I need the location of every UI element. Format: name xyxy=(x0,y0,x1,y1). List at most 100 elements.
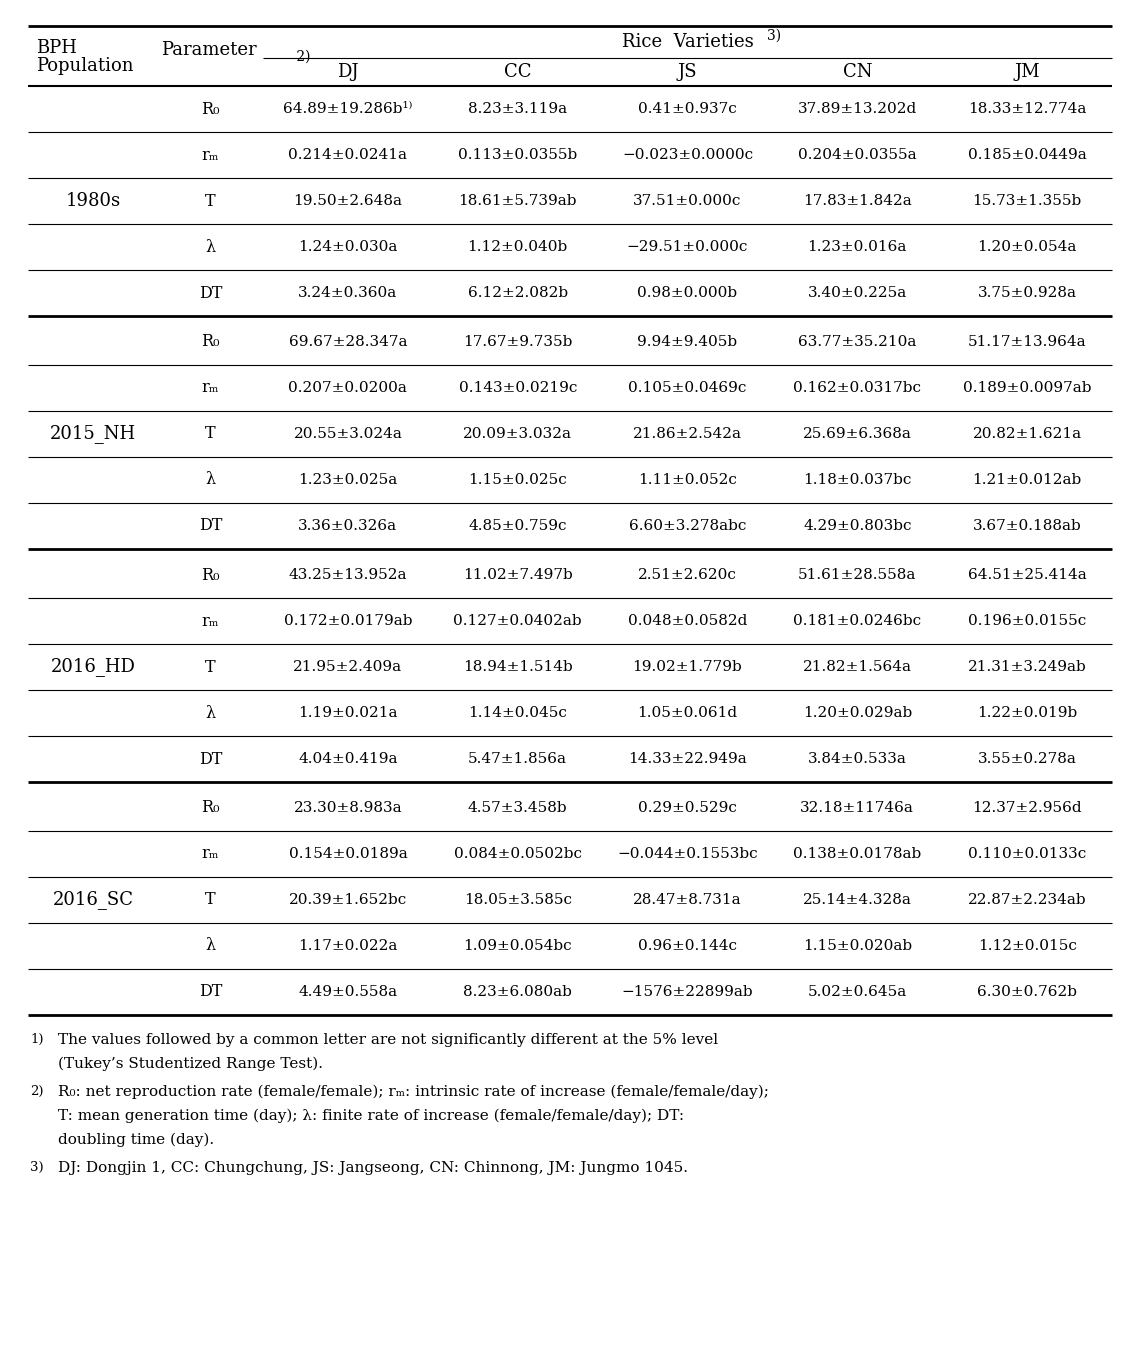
Text: 32.18±11746a: 32.18±11746a xyxy=(800,801,914,816)
Text: 1.05±0.061d: 1.05±0.061d xyxy=(637,707,738,720)
Text: −0.044±0.1553bc: −0.044±0.1553bc xyxy=(617,847,758,861)
Text: 1980s: 1980s xyxy=(65,192,121,210)
Text: 0.127±0.0402ab: 0.127±0.0402ab xyxy=(454,614,583,627)
Text: 3): 3) xyxy=(767,29,782,44)
Text: 2016_SC: 2016_SC xyxy=(52,891,133,910)
Text: 1.14±0.045c: 1.14±0.045c xyxy=(469,707,567,720)
Text: 8.23±3.119a: 8.23±3.119a xyxy=(469,102,568,116)
Text: −29.51±0.000c: −29.51±0.000c xyxy=(627,240,748,254)
Text: 19.02±1.779b: 19.02±1.779b xyxy=(633,660,742,674)
Text: 2016_HD: 2016_HD xyxy=(50,657,136,677)
Text: 0.204±0.0355a: 0.204±0.0355a xyxy=(798,149,917,162)
Text: 1.12±0.040b: 1.12±0.040b xyxy=(467,240,568,254)
Text: 20.55±3.024a: 20.55±3.024a xyxy=(293,427,402,441)
Text: 28.47±8.731a: 28.47±8.731a xyxy=(633,893,742,907)
Text: 17.83±1.842a: 17.83±1.842a xyxy=(803,194,912,207)
Text: 69.67±28.347a: 69.67±28.347a xyxy=(288,336,407,349)
Text: The values followed by a common letter are not significantly different at the 5%: The values followed by a common letter a… xyxy=(58,1033,718,1048)
Text: 2.51±2.620c: 2.51±2.620c xyxy=(638,567,736,582)
Text: 1.23±0.016a: 1.23±0.016a xyxy=(807,240,907,254)
Text: CN: CN xyxy=(842,63,872,80)
Text: −1576±22899ab: −1576±22899ab xyxy=(621,985,754,998)
Text: 21.95±2.409a: 21.95±2.409a xyxy=(293,660,402,674)
Text: 0.189±0.0097ab: 0.189±0.0097ab xyxy=(963,381,1091,396)
Text: −0.023±0.0000c: −0.023±0.0000c xyxy=(622,149,754,162)
Text: Rice  Varieties: Rice Varieties xyxy=(621,33,754,50)
Text: R₀: R₀ xyxy=(202,566,220,584)
Text: 5.47±1.856a: 5.47±1.856a xyxy=(469,752,568,767)
Text: 0.084±0.0502bc: 0.084±0.0502bc xyxy=(454,847,581,861)
Text: 0.138±0.0178ab: 0.138±0.0178ab xyxy=(793,847,921,861)
Text: 1.15±0.025c: 1.15±0.025c xyxy=(469,473,567,487)
Text: T: T xyxy=(205,659,215,675)
Text: 6.60±3.278abc: 6.60±3.278abc xyxy=(629,518,747,533)
Text: 1.23±0.025a: 1.23±0.025a xyxy=(299,473,398,487)
Text: Population: Population xyxy=(36,57,133,75)
Text: 23.30±8.983a: 23.30±8.983a xyxy=(294,801,402,816)
Text: 1.17±0.022a: 1.17±0.022a xyxy=(299,938,398,953)
Text: 4.57±3.458b: 4.57±3.458b xyxy=(467,801,568,816)
Text: 0.048±0.0582d: 0.048±0.0582d xyxy=(628,614,747,627)
Text: DJ: Dongjin 1, CC: Chungchung, JS: Jangseong, CN: Chinnong, JM: Jungmo 1045.: DJ: Dongjin 1, CC: Chungchung, JS: Jangs… xyxy=(58,1161,689,1174)
Text: 3.84±0.533a: 3.84±0.533a xyxy=(808,752,906,767)
Text: 3.40±0.225a: 3.40±0.225a xyxy=(807,286,907,300)
Text: DT: DT xyxy=(198,750,222,768)
Text: 20.09±3.032a: 20.09±3.032a xyxy=(463,427,572,441)
Text: 64.51±25.414a: 64.51±25.414a xyxy=(968,567,1086,582)
Text: 1.09±0.054bc: 1.09±0.054bc xyxy=(463,938,572,953)
Text: 1.21±0.012ab: 1.21±0.012ab xyxy=(972,473,1082,487)
Text: 1.15±0.020ab: 1.15±0.020ab xyxy=(803,938,912,953)
Text: 11.02±7.497b: 11.02±7.497b xyxy=(463,567,572,582)
Text: 9.94±9.405b: 9.94±9.405b xyxy=(637,336,738,349)
Text: λ: λ xyxy=(205,239,215,255)
Text: 25.14±4.328a: 25.14±4.328a xyxy=(803,893,912,907)
Text: 1.12±0.015c: 1.12±0.015c xyxy=(978,938,1076,953)
Text: 63.77±35.210a: 63.77±35.210a xyxy=(798,336,917,349)
Text: R₀: R₀ xyxy=(202,799,220,817)
Text: 51.17±13.964a: 51.17±13.964a xyxy=(968,336,1086,349)
Text: 21.82±1.564a: 21.82±1.564a xyxy=(803,660,912,674)
Text: rₘ: rₘ xyxy=(202,612,219,630)
Text: 2): 2) xyxy=(256,50,310,64)
Text: 0.29±0.529c: 0.29±0.529c xyxy=(638,801,736,816)
Text: Parameter: Parameter xyxy=(162,41,256,59)
Text: 0.162±0.0317bc: 0.162±0.0317bc xyxy=(793,381,921,396)
Text: 6.12±2.082b: 6.12±2.082b xyxy=(467,286,568,300)
Text: 64.89±19.286b¹⁾: 64.89±19.286b¹⁾ xyxy=(283,102,413,116)
Text: 3.55±0.278a: 3.55±0.278a xyxy=(978,752,1076,767)
Text: 4.85±0.759c: 4.85±0.759c xyxy=(469,518,567,533)
Text: 0.105±0.0469c: 0.105±0.0469c xyxy=(628,381,747,396)
Text: 3.75±0.928a: 3.75±0.928a xyxy=(978,286,1076,300)
Text: 1.20±0.054a: 1.20±0.054a xyxy=(977,240,1077,254)
Text: (Tukey’s Studentized Range Test).: (Tukey’s Studentized Range Test). xyxy=(58,1057,323,1071)
Text: λ: λ xyxy=(205,704,215,722)
Text: 2): 2) xyxy=(30,1084,43,1098)
Text: 25.69±6.368a: 25.69±6.368a xyxy=(803,427,912,441)
Text: 0.214±0.0241a: 0.214±0.0241a xyxy=(288,149,407,162)
Text: 19.50±2.648a: 19.50±2.648a xyxy=(293,194,402,207)
Text: 0.113±0.0355b: 0.113±0.0355b xyxy=(458,149,577,162)
Text: 8.23±6.080ab: 8.23±6.080ab xyxy=(463,985,572,998)
Text: 15.73±1.355b: 15.73±1.355b xyxy=(972,194,1082,207)
Text: rₘ: rₘ xyxy=(202,379,219,397)
Text: JS: JS xyxy=(677,63,698,80)
Text: rₘ: rₘ xyxy=(202,846,219,862)
Text: T: T xyxy=(205,192,215,210)
Text: 0.172±0.0179ab: 0.172±0.0179ab xyxy=(284,614,413,627)
Text: 0.207±0.0200a: 0.207±0.0200a xyxy=(288,381,407,396)
Text: λ: λ xyxy=(205,937,215,955)
Text: 4.29±0.803bc: 4.29±0.803bc xyxy=(803,518,912,533)
Text: R₀: R₀ xyxy=(202,334,220,351)
Text: 37.51±0.000c: 37.51±0.000c xyxy=(634,194,742,207)
Text: 14.33±22.949a: 14.33±22.949a xyxy=(628,752,747,767)
Text: 1.20±0.029ab: 1.20±0.029ab xyxy=(803,707,912,720)
Text: T: T xyxy=(205,892,215,908)
Text: doubling time (day).: doubling time (day). xyxy=(58,1133,214,1147)
Text: CC: CC xyxy=(504,63,531,80)
Text: DJ: DJ xyxy=(337,63,359,80)
Text: 0.154±0.0189a: 0.154±0.0189a xyxy=(288,847,407,861)
Text: rₘ: rₘ xyxy=(202,146,219,164)
Text: 4.49±0.558a: 4.49±0.558a xyxy=(299,985,398,998)
Text: 3.67±0.188ab: 3.67±0.188ab xyxy=(972,518,1082,533)
Text: 21.31±3.249ab: 21.31±3.249ab xyxy=(968,660,1086,674)
